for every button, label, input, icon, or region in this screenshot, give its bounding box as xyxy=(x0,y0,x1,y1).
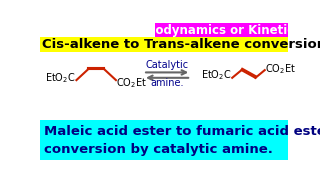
Bar xyxy=(40,37,288,52)
Text: EtO$_2$C: EtO$_2$C xyxy=(45,71,75,85)
Text: Maleic acid ester to fumaric acid ester
conversion by catalytic amine.: Maleic acid ester to fumaric acid ester … xyxy=(44,125,320,156)
Text: amine.: amine. xyxy=(150,78,184,88)
Bar xyxy=(40,120,288,160)
Text: Cis-alkene to Trans-alkene conversion.....: Cis-alkene to Trans-alkene conversion...… xyxy=(42,38,320,51)
Bar xyxy=(155,23,288,37)
Text: CO$_2$Et: CO$_2$Et xyxy=(265,62,296,76)
Text: CO$_2$Et: CO$_2$Et xyxy=(116,76,147,90)
Text: Catalytic: Catalytic xyxy=(146,60,189,71)
Text: Thermodynamics or Kinetics !!??: Thermodynamics or Kinetics !!?? xyxy=(113,24,320,37)
Text: EtO$_2$C: EtO$_2$C xyxy=(201,69,232,82)
